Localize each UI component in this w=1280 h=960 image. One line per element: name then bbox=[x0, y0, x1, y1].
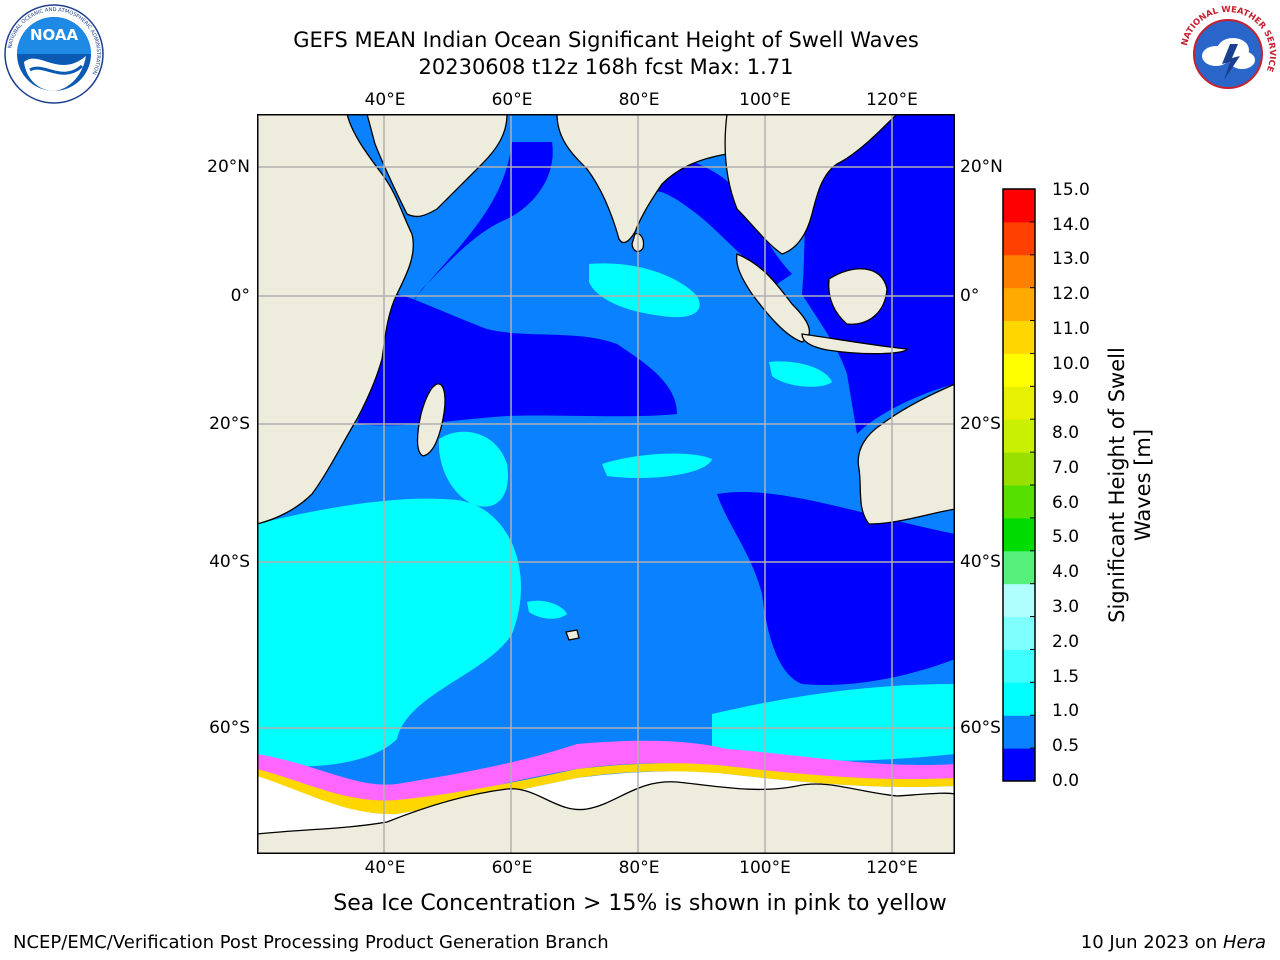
colorbar-swatch bbox=[1003, 386, 1035, 420]
colorbar-tick-label: 15.0 bbox=[1052, 180, 1090, 200]
svg-text:NOAA: NOAA bbox=[30, 26, 79, 44]
colorbar-tick-label: 13.0 bbox=[1052, 249, 1090, 269]
lon-tick-bottom: 100°E bbox=[739, 858, 791, 878]
lat-tick-right: 0° bbox=[960, 286, 980, 306]
colorbar-tick-label: 6.0 bbox=[1052, 493, 1080, 513]
lat-tick-right: 20°S bbox=[960, 414, 1001, 434]
swell-region-south bbox=[712, 684, 955, 761]
land-australia bbox=[857, 383, 955, 525]
lon-tick-bottom: 80°E bbox=[618, 858, 660, 878]
map-frame bbox=[257, 114, 955, 854]
colorbar-tick-label: 3.0 bbox=[1052, 597, 1080, 617]
lat-tick-right: 40°S bbox=[960, 552, 1001, 572]
colorbar-tick-label: 0.5 bbox=[1052, 736, 1080, 756]
land-sumatra bbox=[736, 253, 811, 343]
colorbar-tick-label: 9.0 bbox=[1052, 388, 1080, 408]
lat-tick-left: 20°S bbox=[209, 414, 250, 434]
map-panel bbox=[257, 114, 955, 854]
colorbar-swatch bbox=[1003, 616, 1035, 650]
land-southeast-asia bbox=[724, 114, 898, 255]
deep-region-east bbox=[717, 492, 955, 685]
colorbar-swatch bbox=[1003, 583, 1035, 618]
colorbar-tick-label: 11.0 bbox=[1052, 319, 1090, 339]
colorbar-frame bbox=[1002, 188, 1036, 782]
land-arabia bbox=[366, 114, 508, 218]
colorbar-swatch bbox=[1003, 649, 1035, 683]
colorbar-tick-label: 1.0 bbox=[1052, 701, 1080, 721]
chart-subtitle: 20230608 t12z 168h fcst Max: 1.71 bbox=[418, 55, 794, 79]
land-india bbox=[556, 114, 728, 244]
noaa-logo: NOAA NATIONAL OCEANIC AND ATMOSPHERIC AD… bbox=[4, 4, 104, 104]
colorbar-swatch bbox=[1003, 419, 1035, 453]
colorbar-swatch bbox=[1003, 189, 1035, 223]
swell-region-east bbox=[769, 361, 832, 387]
lat-tick-left: 20°N bbox=[207, 157, 250, 177]
colorbar-tick-label: 12.0 bbox=[1052, 284, 1090, 304]
land-antarctica bbox=[257, 781, 955, 854]
colorbar-swatch bbox=[1003, 452, 1035, 486]
colorbar-tick-label: 2.0 bbox=[1052, 632, 1080, 652]
land-madagascar bbox=[416, 383, 446, 457]
colorbar-tick-label: 10.0 bbox=[1052, 354, 1090, 374]
colorbar-tick-label: 4.0 bbox=[1052, 562, 1080, 582]
colorbar-swatch bbox=[1003, 254, 1035, 289]
colorbar-title-line2: Waves [m] bbox=[1131, 428, 1155, 542]
lon-tick-top: 60°E bbox=[491, 90, 533, 110]
nws-logo: NATIONAL WEATHER SERVICE bbox=[1179, 5, 1277, 103]
colorbar-swatch bbox=[1003, 715, 1035, 749]
colorbar-tick-label: 7.0 bbox=[1052, 458, 1080, 478]
footer-date: 10 Jun 2023 on bbox=[1080, 932, 1223, 953]
lat-tick-right: 20°N bbox=[960, 157, 1003, 177]
colorbar-swatch bbox=[1003, 550, 1035, 585]
colorbar-tick-label: 8.0 bbox=[1052, 423, 1080, 443]
map-caption: Sea Ice Concentration > 15% is shown in … bbox=[333, 891, 947, 916]
lon-tick-top: 40°E bbox=[364, 90, 406, 110]
swell-region-madagascar-east bbox=[438, 431, 508, 507]
colorbar-swatch bbox=[1003, 485, 1035, 519]
colorbar-tick-label: 14.0 bbox=[1052, 215, 1090, 235]
colorbar-swatch bbox=[1003, 320, 1035, 354]
colorbar bbox=[1002, 188, 1036, 782]
swell-region-central bbox=[602, 453, 712, 479]
colorbar-swatch bbox=[1003, 748, 1035, 782]
lon-tick-bottom: 60°E bbox=[491, 858, 533, 878]
footer-right: 10 Jun 2023 on Hera bbox=[1081, 932, 1266, 953]
footer-host: Hera bbox=[1222, 932, 1266, 953]
land-java bbox=[801, 333, 908, 355]
footer-left: NCEP/EMC/Verification Post Processing Pr… bbox=[13, 932, 609, 953]
swell-region-sw bbox=[257, 498, 521, 767]
chart-title: GEFS MEAN Indian Ocean Significant Heigh… bbox=[293, 28, 919, 52]
colorbar-swatch bbox=[1003, 682, 1035, 716]
lat-tick-left: 60°S bbox=[209, 718, 250, 738]
colorbar-tick-label: 5.0 bbox=[1052, 527, 1080, 547]
lon-tick-top: 80°E bbox=[618, 90, 660, 110]
colorbar-tick-label: 0.0 bbox=[1052, 771, 1080, 791]
lat-tick-left: 40°S bbox=[209, 552, 250, 572]
lat-tick-left: 0° bbox=[230, 286, 250, 306]
colorbar-title-line1: Significant Height of Swell bbox=[1105, 347, 1129, 623]
deep-region-bay-of-bengal bbox=[636, 153, 792, 284]
swell-region-equatorial bbox=[589, 263, 700, 318]
swell-region-kerguelen bbox=[527, 600, 567, 619]
lon-tick-bottom: 40°E bbox=[364, 858, 406, 878]
lon-tick-top: 120°E bbox=[866, 90, 918, 110]
colorbar-swatch bbox=[1003, 517, 1035, 552]
sea-ice-edge bbox=[257, 740, 955, 806]
colorbar-swatch bbox=[1003, 221, 1035, 256]
colorbar-swatch bbox=[1003, 353, 1035, 387]
graticule bbox=[257, 114, 955, 854]
colorbar-tick-label: 1.5 bbox=[1052, 667, 1080, 687]
lon-tick-bottom: 120°E bbox=[866, 858, 918, 878]
colorbar-swatch bbox=[1003, 287, 1035, 322]
lon-tick-top: 100°E bbox=[739, 90, 791, 110]
lat-tick-right: 60°S bbox=[960, 718, 1001, 738]
land-kerguelen bbox=[565, 629, 580, 641]
sea-ice-yellow-band bbox=[257, 763, 955, 815]
